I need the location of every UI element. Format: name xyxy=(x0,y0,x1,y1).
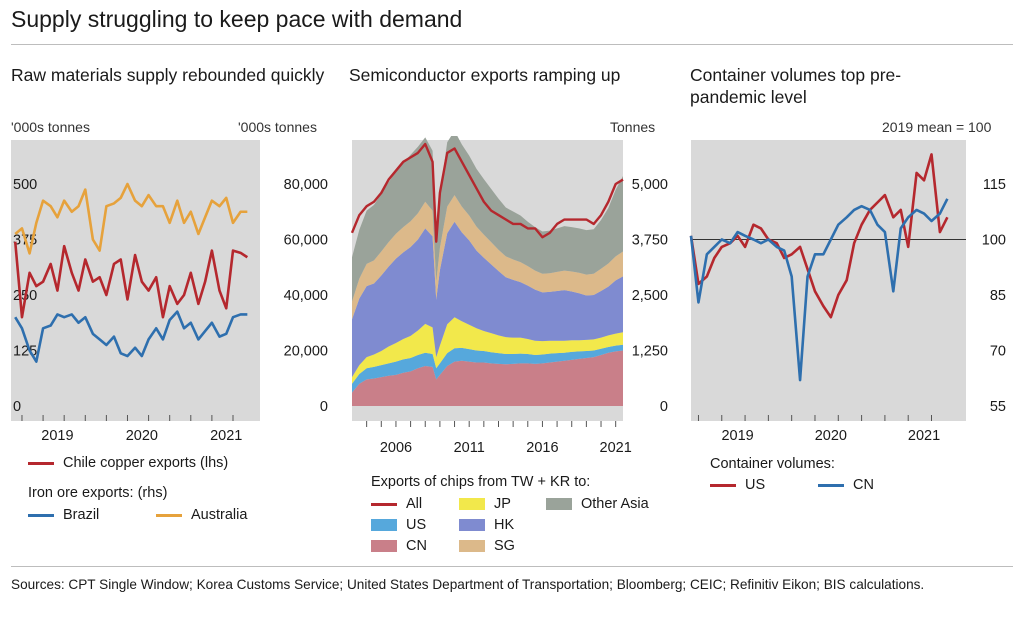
sources-note: Sources: CPT Single Window; Korea Custom… xyxy=(11,577,925,592)
legend-swatch-cn-container xyxy=(818,483,844,487)
panel1-right-tick: 0 xyxy=(320,399,328,415)
legend-swatch-all xyxy=(371,502,397,506)
legend-us-chips: US xyxy=(371,517,426,533)
panel1-left-unit: '000s tonnes xyxy=(11,119,90,135)
panel2-x-label: 2016 xyxy=(526,440,558,456)
legend-label-us-chips: US xyxy=(406,517,427,533)
panel1-left-tick: 0 xyxy=(13,399,21,415)
panel1-series-brazil xyxy=(14,310,248,363)
panel3-x-label: 2019 xyxy=(721,428,753,444)
sources-rule xyxy=(11,566,1013,567)
panel2-area-other-asia xyxy=(352,136,623,302)
panel1-right-unit: '000s tonnes xyxy=(238,119,317,135)
panel1-plot-area xyxy=(11,140,260,421)
panel1-x-label: 2020 xyxy=(126,428,158,444)
panel2-series-all xyxy=(350,142,624,243)
panel2-right-tick: 1,250 xyxy=(632,344,668,360)
legend-us-container: US xyxy=(710,477,765,493)
legend-swatch-other-asia xyxy=(546,498,572,510)
panel2-x-label: 2006 xyxy=(380,440,412,456)
panel2-right-tick: 3,750 xyxy=(632,233,668,249)
panel3-right-tick: 115 xyxy=(983,177,1006,193)
panel3-right-tick: 85 xyxy=(990,288,1006,304)
panel2-x-label: 2011 xyxy=(454,440,485,456)
legend-swatch-sg xyxy=(459,540,485,552)
panel2-right-tick: 5,000 xyxy=(632,177,668,193)
panel1-right-tick: 20,000 xyxy=(284,344,328,360)
raw-materials-chart: 500375250125080,00060,00040,00020,000020… xyxy=(11,140,328,444)
panel2-area-sg xyxy=(352,195,623,320)
legend-swatch-hk xyxy=(459,519,485,531)
panel1-x-label: 2021 xyxy=(210,428,242,444)
legend-label-sg: SG xyxy=(494,538,515,554)
legend-label-us-container: US xyxy=(745,477,766,493)
legend-all: All xyxy=(371,496,422,512)
panel2-right-unit: Tonnes xyxy=(610,119,656,135)
panel1-right-tick: 40,000 xyxy=(284,288,328,304)
panel1-right-tick: 80,000 xyxy=(284,177,328,193)
legend-cn-chips: CN xyxy=(371,538,427,554)
panel3-right-tick: 100 xyxy=(982,233,1006,249)
legend-brazil: Brazil xyxy=(28,507,99,523)
legend-label-chips-header: Exports of chips from TW + KR to: xyxy=(371,474,591,490)
panel3-series-cn xyxy=(689,198,949,382)
main-title: Supply struggling to keep pace with dema… xyxy=(11,6,463,32)
legend-swatch-us-chips xyxy=(371,519,397,531)
legend-other-asia: Other Asia xyxy=(546,496,649,512)
panel2-right-tick: 0 xyxy=(660,399,668,415)
legend-swatch-brazil xyxy=(28,513,54,517)
panel2-x-label: 2021 xyxy=(600,440,632,456)
legend-australia: Australia xyxy=(156,507,247,523)
legend-swatch-us-container xyxy=(710,483,736,487)
panel1-title: Raw materials supply rebounded quickly xyxy=(11,65,325,85)
title-rule xyxy=(11,44,1013,45)
panel2-area-us xyxy=(352,344,623,393)
legend-label-other-asia: Other Asia xyxy=(581,496,649,512)
legend-swatch-australia xyxy=(156,513,182,517)
panel2-right-tick: 2,500 xyxy=(632,288,668,304)
panel1-right-tick: 60,000 xyxy=(284,233,328,249)
legend-label-cn-container: CN xyxy=(853,477,874,493)
legend-label-jp: JP xyxy=(494,496,511,512)
legend-label-cn-chips: CN xyxy=(406,538,427,554)
panel3-right-unit: 2019 mean = 100 xyxy=(882,119,992,135)
legend-iron-header: Iron ore exports: (rhs) xyxy=(28,485,167,501)
panel3-title: Container volumes top pre-pandemic level xyxy=(690,65,902,107)
legend-swatch-cn-chips xyxy=(371,540,397,552)
panel1-x-label: 2019 xyxy=(41,428,73,444)
legend-chile: Chile copper exports (lhs) xyxy=(28,455,228,471)
legend-label-iron-header: Iron ore exports: (rhs) xyxy=(28,485,168,501)
legend-label-container-header: Container volumes: xyxy=(710,456,835,472)
panel3-x-label: 2020 xyxy=(815,428,847,444)
panel1-left-tick: 500 xyxy=(13,177,37,193)
legend-cn-container: CN xyxy=(818,477,874,493)
panel2-title: Semiconductor exports ramping up xyxy=(349,65,621,85)
legend-swatch-jp xyxy=(459,498,485,510)
legend-label-brazil: Brazil xyxy=(63,507,100,523)
panel2-area-hk xyxy=(352,221,623,378)
panel2-area-cn xyxy=(352,350,623,406)
panel3-x-label: 2021 xyxy=(908,428,940,444)
panel3-right-tick: 55 xyxy=(990,399,1006,415)
legend-hk: HK xyxy=(459,517,514,533)
legend-sg: SG xyxy=(459,538,515,554)
legend-container-header: Container volumes: xyxy=(710,456,835,472)
legend-label-hk: HK xyxy=(494,517,515,533)
panel3-right-tick: 70 xyxy=(990,344,1006,360)
panel2-area-jp xyxy=(352,317,623,384)
legend-swatch-chile xyxy=(28,461,54,465)
legend-label-all: All xyxy=(406,496,423,512)
semiconductor-chart: 5,000 3,750 2,500 1,250 0 2006 2011 2016 2021 xyxy=(350,136,668,456)
panel1-series-australia xyxy=(14,182,248,255)
legend-label-chile: Chile copper exports (lhs) xyxy=(63,455,229,471)
panel3-plot-area xyxy=(691,140,966,421)
container-chart: 115 100 85 70 55 2019 2020 2021 xyxy=(689,140,1006,444)
legend-label-australia: Australia xyxy=(191,507,248,523)
legend-jp: JP xyxy=(459,496,511,512)
panel1-series-chile-copper-exports-lhs- xyxy=(13,241,249,319)
legend-chips-header: Exports of chips from TW + KR to: xyxy=(371,474,590,490)
